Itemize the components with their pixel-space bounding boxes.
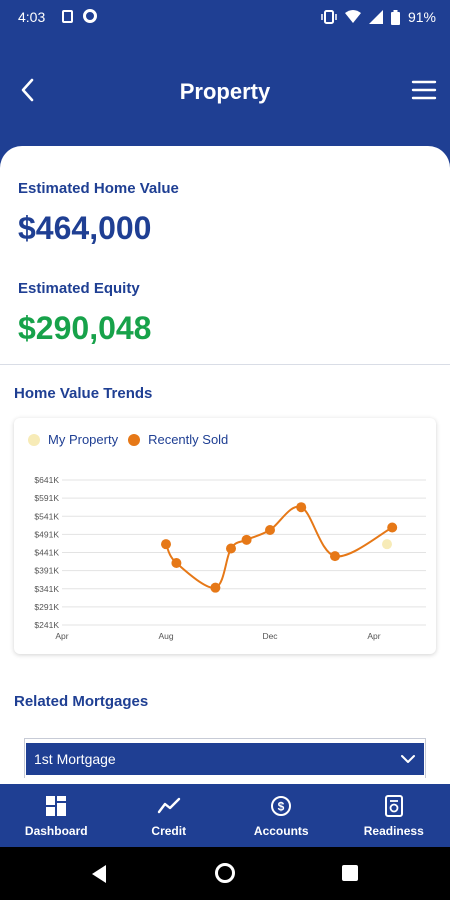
x-tick-label: Aug <box>158 631 173 641</box>
svg-text:$: $ <box>278 799 285 813</box>
data-point-recently-sold <box>265 525 275 536</box>
chevron-down-icon <box>401 755 415 763</box>
nav-dashboard[interactable]: Dashboard <box>0 784 113 847</box>
nav-readiness-label: Readiness <box>363 823 424 838</box>
battery-icon <box>390 9 400 25</box>
system-nav-bar <box>0 847 450 900</box>
home-value: $464,000 <box>18 210 152 246</box>
system-back-icon[interactable] <box>90 864 108 884</box>
y-tick-label: $541K <box>34 511 59 521</box>
chart-legend: My Property Recently Sold <box>28 432 228 447</box>
y-tick-label: $491K <box>34 529 59 539</box>
menu-button[interactable] <box>410 76 438 104</box>
data-point-my-property <box>382 539 392 550</box>
status-system-icons: 91% <box>321 9 436 25</box>
credit-trend-icon <box>157 797 180 813</box>
system-recents-icon[interactable] <box>342 865 358 881</box>
home-value-label: Estimated Home Value <box>18 180 179 197</box>
data-point-recently-sold <box>296 502 307 513</box>
y-tick-label: $641K <box>34 475 59 485</box>
nav-readiness[interactable]: Readiness <box>338 784 450 847</box>
vibrate-icon <box>321 10 337 24</box>
y-tick-label: $341K <box>34 584 59 594</box>
x-tick-label: Dec <box>262 631 278 641</box>
y-tick-label: $591K <box>34 493 59 503</box>
equity-label: Estimated Equity <box>18 280 140 297</box>
nav-dashboard-label: Dashboard <box>24 823 88 838</box>
y-tick-label: $441K <box>34 548 59 558</box>
data-point-recently-sold <box>161 539 171 550</box>
app-header: Property <box>0 34 450 146</box>
property-content: Estimated Home Value $464,000 Estimated … <box>0 146 450 784</box>
nav-accounts[interactable]: $ Accounts <box>225 784 338 847</box>
legend-dot-my-property <box>28 433 40 446</box>
y-tick-label: $291K <box>34 602 59 612</box>
status-time: 4:03 <box>18 9 46 25</box>
data-point-recently-sold <box>210 582 221 593</box>
nav-credit[interactable]: Credit <box>113 784 226 847</box>
status-bar: 4:03 91% <box>0 0 450 34</box>
legend-dot-recently-sold <box>128 433 141 446</box>
data-point-recently-sold <box>241 534 252 545</box>
system-home-icon[interactable] <box>215 863 235 883</box>
mortgage-select[interactable]: 1st Mortgage <box>26 743 424 775</box>
equity-value: $290,048 <box>18 310 152 346</box>
nav-accounts-label: Accounts <box>253 823 309 838</box>
battery-percent: 91% <box>407 9 436 25</box>
mortgages-title: Related Mortgages <box>14 693 149 710</box>
home-value-chart-card: My Property Recently Sold $241K $291K $341… <box>14 418 436 654</box>
sim-card-icon <box>62 9 73 23</box>
notification-circle-icon <box>83 9 97 23</box>
nav-credit-label: Credit <box>151 823 187 838</box>
y-tick-label: $391K <box>34 566 59 576</box>
home-value-chart: $241K $291K $341K $391K $441K $491K $541K $591K… <box>34 475 426 641</box>
data-point-recently-sold <box>171 558 182 569</box>
readiness-document-icon <box>384 794 403 817</box>
bottom-nav: Dashboard Credit $ Accounts Readiness <box>0 784 450 847</box>
trends-title: Home Value Trends <box>14 385 153 402</box>
mortgage-select-value: 1st Mortgage <box>34 751 116 767</box>
back-button[interactable] <box>14 76 42 104</box>
y-tick-label: $241K <box>34 620 59 630</box>
x-tick-label: Apr <box>367 631 380 641</box>
hamburger-menu-icon <box>411 80 437 100</box>
mortgage-select-frame <box>24 738 426 778</box>
page-title: Property <box>179 79 271 104</box>
legend-recently-sold[interactable]: Recently Sold <box>128 432 228 447</box>
legend-label-my-property: My Property <box>48 432 119 447</box>
wifi-icon <box>344 10 361 23</box>
x-tick-label: Apr <box>55 631 68 641</box>
status-notification-icons <box>62 9 97 23</box>
legend-my-property[interactable]: My Property <box>28 432 118 447</box>
data-point-recently-sold <box>226 543 236 554</box>
chevron-left-icon <box>21 78 34 102</box>
data-point-recently-sold <box>387 522 398 533</box>
data-point-recently-sold <box>330 551 340 562</box>
section-divider <box>0 364 450 365</box>
series-line-recently-sold <box>165 505 393 589</box>
dashboard-icon <box>46 795 67 816</box>
accounts-dollar-icon: $ <box>271 795 292 816</box>
signal-icon <box>368 10 383 24</box>
legend-label-recently-sold: Recently Sold <box>148 432 229 447</box>
